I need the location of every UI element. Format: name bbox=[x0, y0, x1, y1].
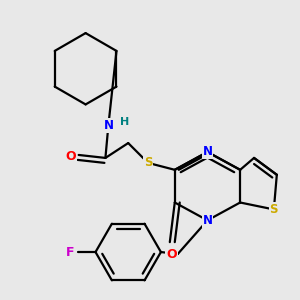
Text: O: O bbox=[65, 150, 76, 164]
Text: H: H bbox=[120, 117, 129, 127]
Text: S: S bbox=[144, 156, 152, 170]
Text: F: F bbox=[65, 245, 74, 259]
Text: N: N bbox=[202, 146, 212, 158]
Text: O: O bbox=[167, 248, 177, 260]
Text: S: S bbox=[270, 203, 278, 216]
Text: N: N bbox=[202, 214, 212, 227]
Text: N: N bbox=[103, 119, 113, 132]
